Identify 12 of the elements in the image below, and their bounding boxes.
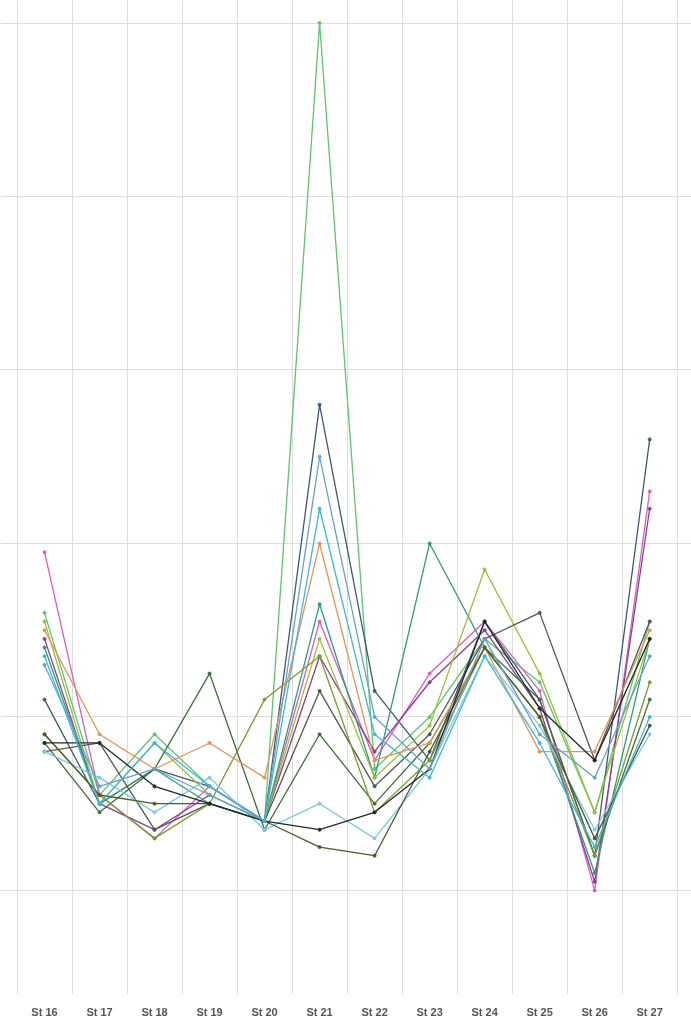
x-tick-label: St 20 bbox=[251, 1005, 278, 1018]
x-tick-label: St 18 bbox=[141, 1005, 168, 1018]
x-tick-label: St 23 bbox=[416, 1005, 443, 1018]
x-tick-label: St 17 bbox=[86, 1005, 113, 1018]
x-tick-label: St 19 bbox=[196, 1005, 223, 1018]
x-tick-label: St 25 bbox=[526, 1005, 553, 1018]
x-tick-label: St 26 bbox=[581, 1005, 608, 1018]
x-tick-label: St 22 bbox=[361, 1005, 388, 1018]
x-tick-label: St 24 bbox=[471, 1005, 499, 1018]
x-tick-label: St 16 bbox=[31, 1005, 58, 1018]
x-tick-label: St 21 bbox=[306, 1005, 333, 1018]
x-tick-label: St 27 bbox=[636, 1005, 663, 1018]
